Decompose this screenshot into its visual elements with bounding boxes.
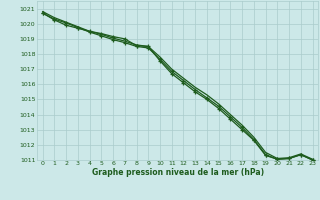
X-axis label: Graphe pression niveau de la mer (hPa): Graphe pression niveau de la mer (hPa) [92, 168, 264, 177]
